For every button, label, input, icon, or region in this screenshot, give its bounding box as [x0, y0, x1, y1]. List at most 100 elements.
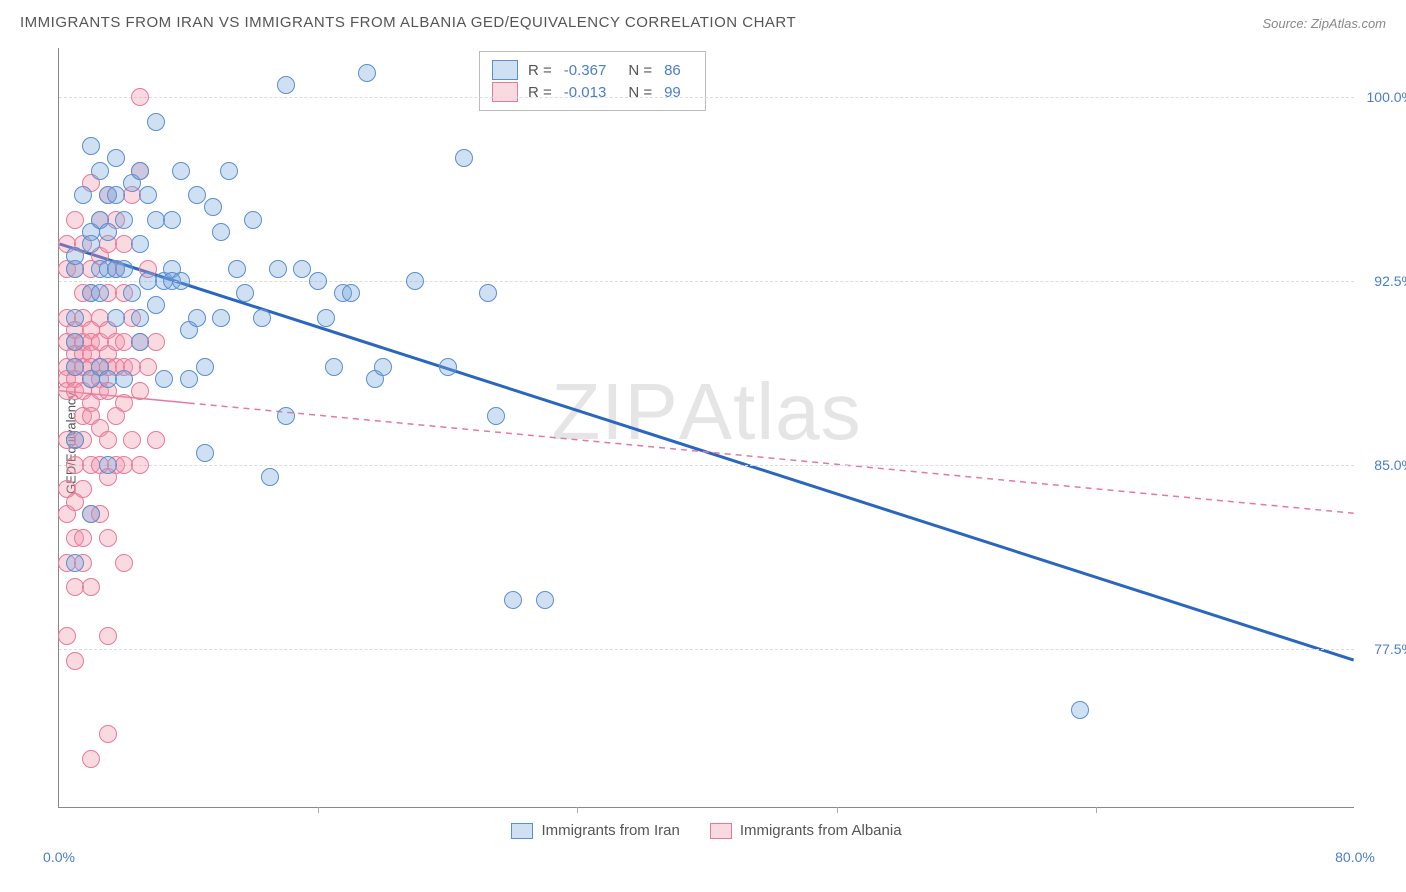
data-point-iran [406, 272, 424, 290]
legend-N-label: N = [628, 62, 652, 79]
data-point-iran [188, 186, 206, 204]
data-point-iran [358, 64, 376, 82]
data-point-iran [99, 223, 117, 241]
data-point-iran [253, 309, 271, 327]
x-tick-label: 0.0% [43, 849, 75, 865]
data-point-iran [204, 198, 222, 216]
data-point-iran [236, 284, 254, 302]
data-point-iran [269, 260, 287, 278]
data-point-iran [131, 309, 149, 327]
data-point-iran [66, 554, 84, 572]
x-tick [577, 807, 578, 813]
x-tick-label: 80.0% [1335, 849, 1375, 865]
data-point-albania [115, 394, 133, 412]
data-point-iran [277, 76, 295, 94]
y-tick-label: 85.0% [1359, 457, 1406, 473]
data-point-iran [115, 260, 133, 278]
data-point-iran [439, 358, 457, 376]
data-point-iran [196, 444, 214, 462]
data-point-iran [1071, 701, 1089, 719]
source-label: Source: ZipAtlas.com [1262, 16, 1386, 31]
data-point-albania [99, 725, 117, 743]
data-point-albania [82, 578, 100, 596]
data-point-iran [172, 272, 190, 290]
x-tick [837, 807, 838, 813]
data-point-iran [188, 309, 206, 327]
data-point-iran [115, 370, 133, 388]
data-point-iran [107, 186, 125, 204]
grid-line [59, 281, 1354, 282]
x-tick [1096, 807, 1097, 813]
data-point-iran [131, 235, 149, 253]
data-point-iran [155, 370, 173, 388]
data-point-albania [82, 750, 100, 768]
data-point-iran [147, 296, 165, 314]
data-point-iran [66, 309, 84, 327]
data-point-iran [139, 186, 157, 204]
data-point-albania [115, 554, 133, 572]
data-point-iran [163, 211, 181, 229]
data-point-albania [74, 480, 92, 498]
data-point-iran [131, 333, 149, 351]
legend-swatch-albania [710, 823, 732, 839]
data-point-iran [82, 235, 100, 253]
data-point-iran [317, 309, 335, 327]
legend-label-iran: Immigrants from Iran [541, 822, 679, 839]
data-point-iran [196, 358, 214, 376]
data-point-iran [212, 223, 230, 241]
data-point-iran [91, 284, 109, 302]
legend-label-albania: Immigrants from Albania [740, 822, 902, 839]
legend-R-label: R = [528, 62, 552, 79]
grid-line [59, 649, 1354, 650]
data-point-iran [212, 309, 230, 327]
x-tick [318, 807, 319, 813]
data-point-albania [99, 627, 117, 645]
plot-area: ZIPAtlas R = -0.367 N = 86 R = -0.013 N … [58, 48, 1354, 808]
data-point-iran [82, 137, 100, 155]
data-point-iran [66, 358, 84, 376]
data-point-albania [58, 627, 76, 645]
y-tick-label: 100.0% [1359, 89, 1406, 105]
data-point-iran [342, 284, 360, 302]
data-point-iran [66, 247, 84, 265]
legend-swatch-iran [492, 60, 518, 80]
y-tick-label: 92.5% [1359, 273, 1406, 289]
data-point-iran [374, 358, 392, 376]
data-point-iran [479, 284, 497, 302]
data-point-iran [220, 162, 238, 180]
data-point-albania [131, 382, 149, 400]
data-point-albania [147, 333, 165, 351]
data-point-iran [172, 162, 190, 180]
data-point-albania [66, 211, 84, 229]
grid-line [59, 97, 1354, 98]
legend-series: Immigrants from Iran Immigrants from Alb… [59, 822, 1354, 839]
legend-swatch-iran [511, 823, 533, 839]
legend-stats: R = -0.367 N = 86 R = -0.013 N = 99 [479, 51, 706, 111]
data-point-iran [66, 431, 84, 449]
data-point-iran [131, 162, 149, 180]
data-point-albania [74, 529, 92, 547]
data-point-iran [487, 407, 505, 425]
legend-R-iran: -0.367 [564, 62, 607, 79]
data-point-albania [147, 431, 165, 449]
data-point-albania [99, 431, 117, 449]
data-point-iran [123, 284, 141, 302]
data-point-iran [147, 113, 165, 131]
data-point-iran [536, 591, 554, 609]
data-point-iran [180, 370, 198, 388]
data-point-iran [107, 149, 125, 167]
data-point-albania [123, 431, 141, 449]
data-point-iran [228, 260, 246, 278]
data-point-iran [309, 272, 327, 290]
data-point-iran [82, 505, 100, 523]
data-point-iran [66, 333, 84, 351]
data-point-iran [244, 211, 262, 229]
data-point-iran [325, 358, 343, 376]
data-point-albania [131, 88, 149, 106]
chart-container: GED/Equivalency ZIPAtlas R = -0.367 N = … [30, 48, 1386, 838]
data-point-iran [261, 468, 279, 486]
data-point-albania [99, 529, 117, 547]
data-point-iran [455, 149, 473, 167]
watermark: ZIPAtlas [551, 366, 861, 458]
grid-line [59, 465, 1354, 466]
